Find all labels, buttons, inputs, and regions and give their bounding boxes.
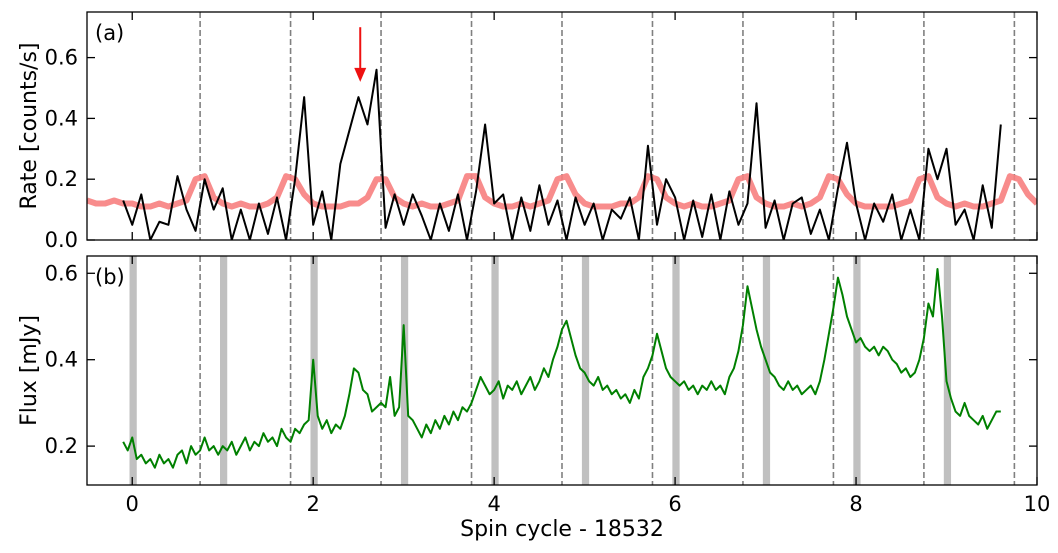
x-tick-label: 4 — [487, 492, 500, 516]
x-tick-label: 6 — [668, 492, 681, 516]
gap-band — [943, 256, 952, 485]
x-tick-label: 10 — [1024, 492, 1051, 516]
gap-band — [400, 256, 409, 485]
x-tick-label: 8 — [849, 492, 862, 516]
y-tick-label: 0.6 — [45, 46, 78, 70]
plot-area — [87, 12, 1037, 240]
y-tick-label: 0.4 — [45, 106, 78, 130]
arrow-head — [354, 67, 367, 82]
data-line — [122, 267, 1001, 469]
axes-frame — [86, 255, 1038, 486]
gap-band — [672, 256, 680, 485]
axes-frame — [86, 11, 1038, 241]
y-axis-label: Rate [counts/s] — [17, 42, 42, 209]
data-line — [122, 68, 1002, 240]
y-axis-label: Flux [mJy] — [17, 315, 42, 426]
plot-area — [122, 256, 1016, 485]
y-tick-label: 0.0 — [45, 228, 78, 252]
gap-band — [762, 256, 771, 485]
gap-band — [129, 256, 137, 485]
gap-band — [853, 256, 861, 485]
x-axis-label: Spin cycle - 18532 — [460, 517, 664, 542]
data-line — [87, 173, 1037, 210]
y-tick-label: 0.2 — [45, 167, 78, 191]
panel-label: (b) — [95, 265, 125, 289]
gap-band — [581, 256, 590, 485]
gap-band — [491, 256, 499, 485]
y-tick-label: 0.6 — [45, 261, 78, 285]
x-tick-label: 0 — [126, 492, 139, 516]
x-tick-label: 2 — [307, 492, 320, 516]
gap-band — [220, 256, 228, 485]
y-tick-label: 0.2 — [45, 434, 78, 458]
panel-label: (a) — [95, 21, 124, 45]
y-tick-label: 0.4 — [45, 348, 78, 372]
